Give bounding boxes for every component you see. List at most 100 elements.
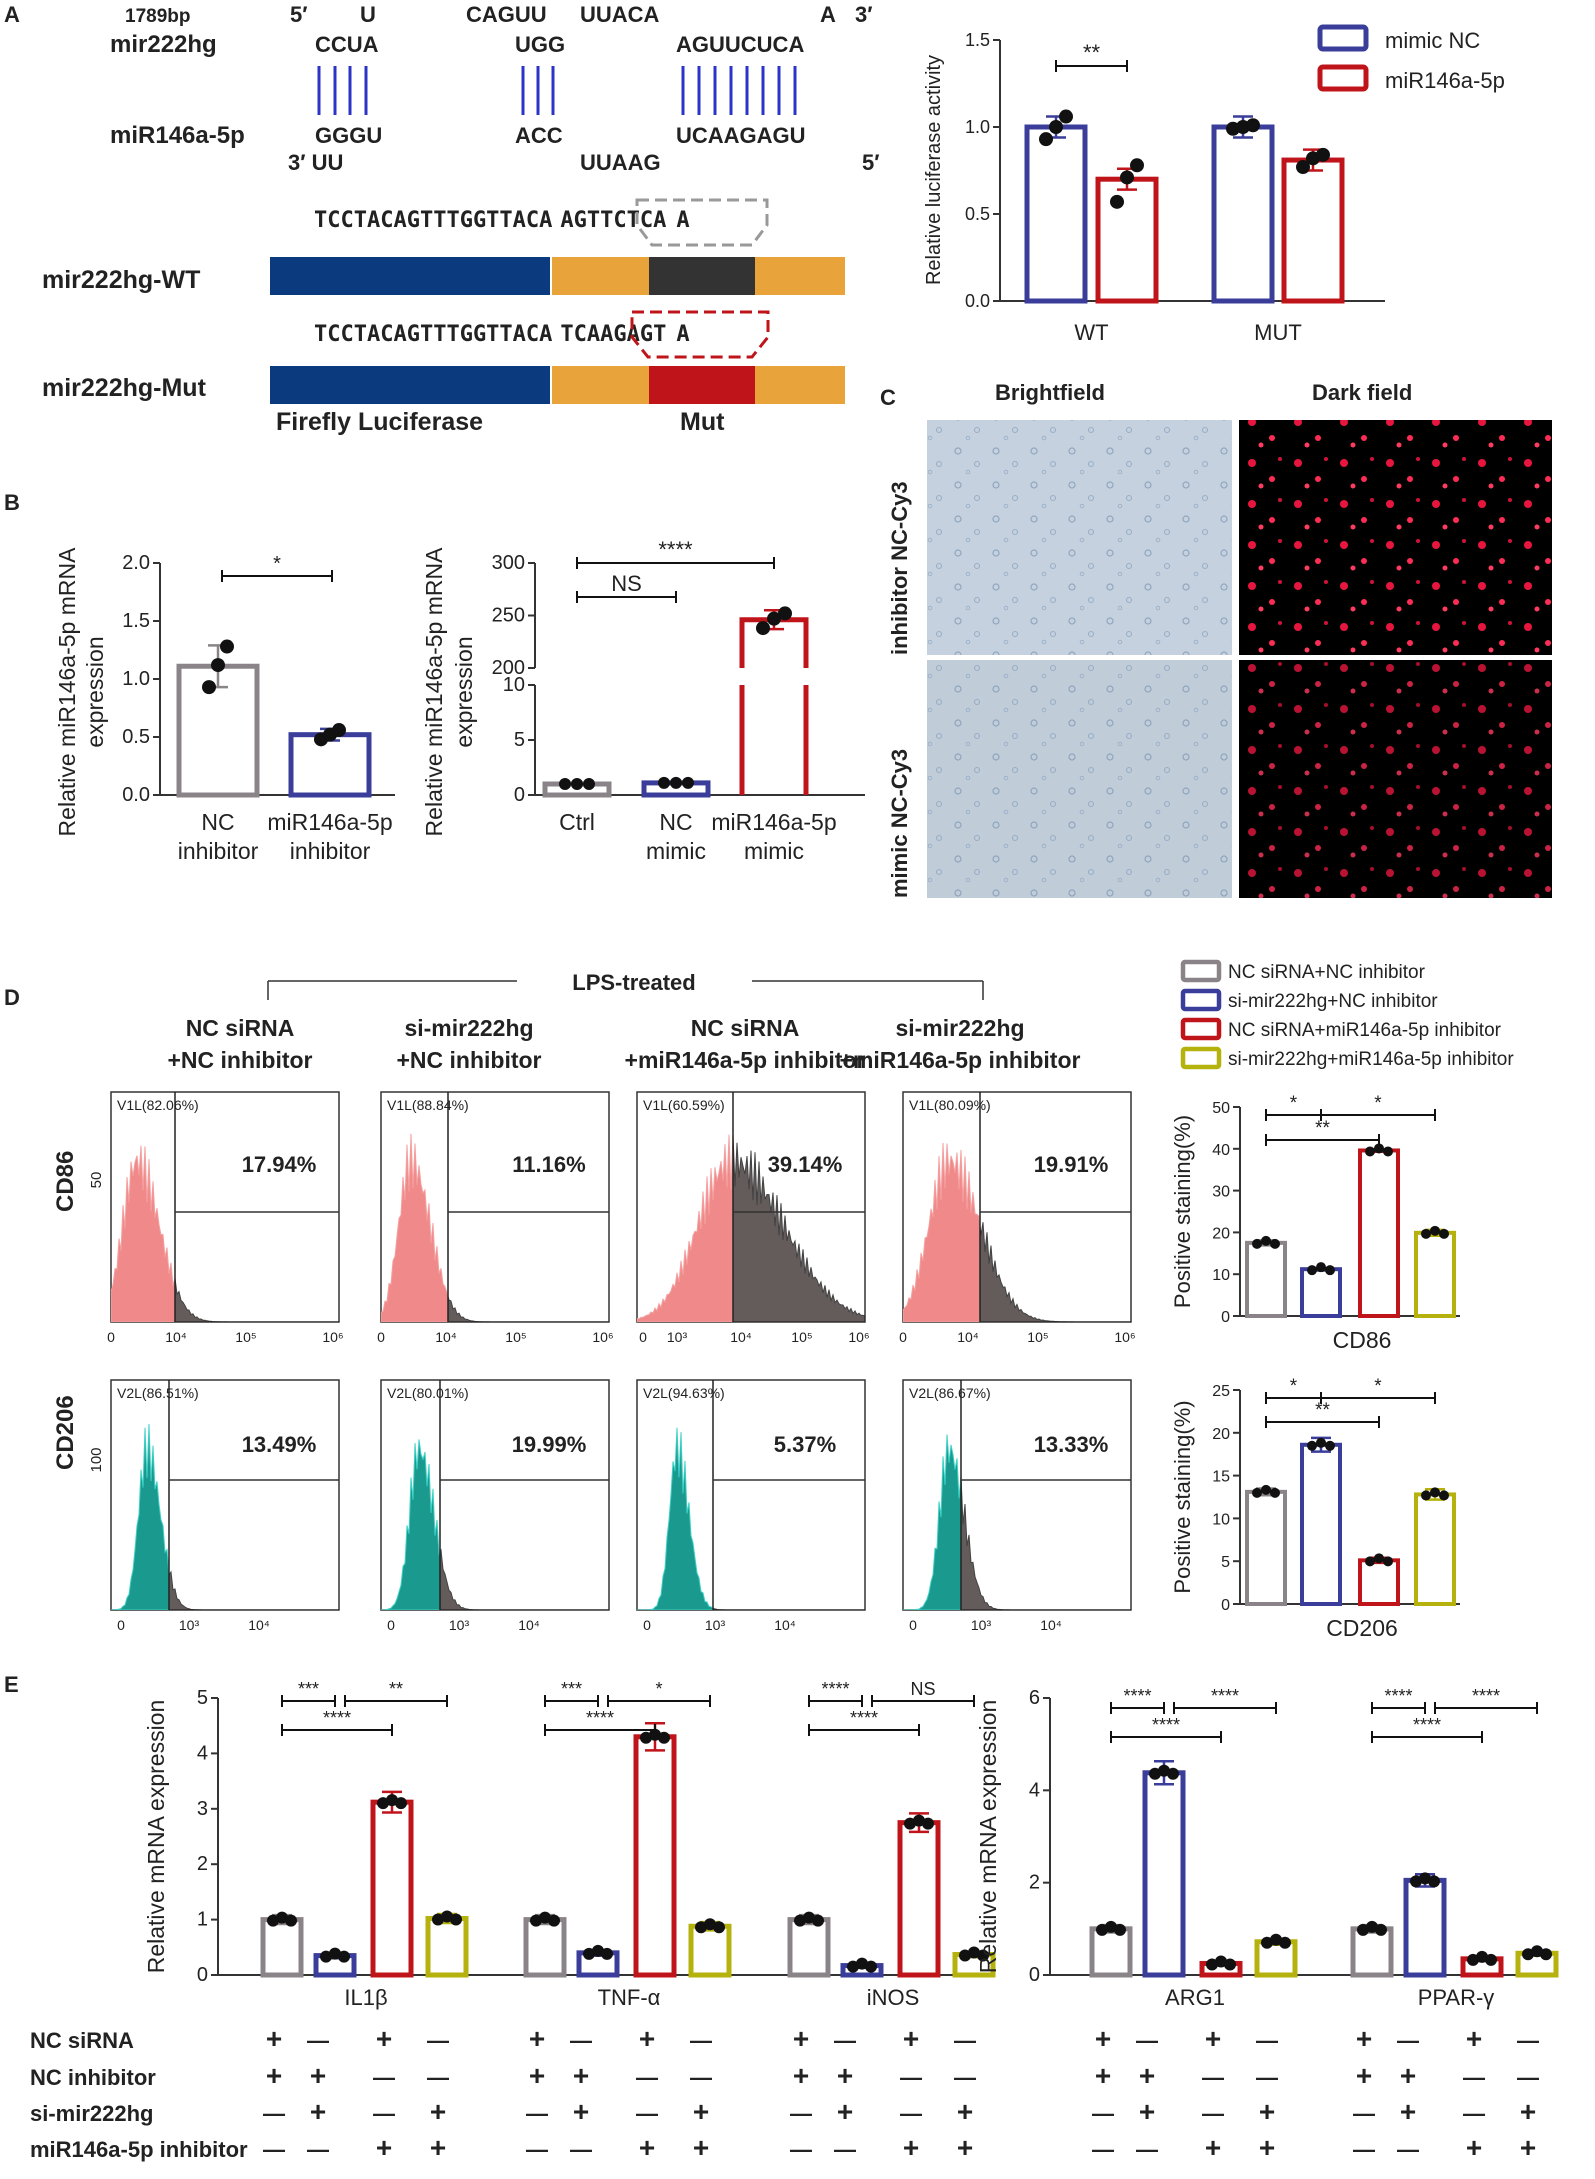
m2-cat-1: PPAR-γ [1418,1985,1495,2010]
paired-bot-3: UCAAGAGU [676,123,806,148]
m1-cat-0: IL1β [344,1985,387,2010]
group-title-3-l2: +miR146a-5p inhibitor [840,1047,1081,1073]
luc-bar-0-1 [1095,176,1159,304]
hist-cd86-3-pct: 19.91% [1034,1152,1109,1177]
cd206-point-0-0 [1252,1487,1262,1498]
m1-y-tick-label-2: 2 [197,1853,208,1875]
table-cell-4-3-3: + [1520,2132,1536,2163]
row-label-cd206: CD206 [52,1395,79,1470]
cd206-bar-1 [1300,1442,1342,1607]
table-cell-3-0-0: + [1095,2023,1111,2054]
mim-ylabel-2: expression [451,636,477,747]
table-cell-3-2-0: — [1092,2101,1114,2126]
cd206-point-1-0 [1307,1440,1317,1451]
inh-cat-0-l1: NC [201,809,234,835]
m1-sig-1-1-label: * [655,1679,662,1699]
mir222hg-label: mir222hg [110,31,217,58]
table-cell-0-3-2: + [376,2132,392,2163]
row-inhibitor-nc: inhibitor NC-Cy3 [887,481,912,655]
m1-bar-0-2 [370,1799,414,1978]
cd86-point-1-1 [1316,1262,1326,1273]
inh-point-0-2 [220,639,234,654]
cd86-point-3-2 [1439,1228,1449,1239]
m1-y-tick-label-1: 1 [197,1909,208,1931]
hist-cd86-3-xtick-3: 10⁶ [1114,1329,1135,1345]
group-title-2-l2: +miR146a-5p inhibitor [625,1047,866,1073]
hist-cd206-0-curve-neg [111,1423,169,1610]
mim-cat-1-l2: mimic [646,838,706,864]
m2-sig-0-2-label: **** [1152,1715,1180,1735]
darkfield-inhibitor-signal [1239,420,1552,655]
cd86-point-2-2 [1383,1146,1393,1157]
inh-y-tick-label-2: 1.0 [122,668,150,690]
table-cell-1-1-0: + [529,2060,545,2091]
mut-luciferase-block [270,366,550,404]
table-cell-3-3-1: — [1136,2137,1158,2162]
hist-cd86-2-xtick-1: 10³ [667,1329,688,1345]
luc-bar-0-0 [1024,124,1088,304]
hist-cd86-3-curve-neg [903,1142,980,1322]
table-cell-3-3-3: + [1259,2132,1275,2163]
table-cell-3-1-3: — [1256,2065,1278,2090]
m1-cat-2: iNOS [867,1985,920,2010]
mim-cat-0-l1: Ctrl [559,809,595,835]
luc-legend-swatch-1 [1317,64,1369,92]
inh-ylabel-2: expression [82,636,108,747]
m2-point-0-0-2 [1114,1923,1126,1936]
hist-cd206-0-gate-label: V2L(86.51%) [117,1385,199,1401]
table-cell-1-3-2: + [639,2132,655,2163]
hist-cd86-1-curve-neg [381,1133,448,1322]
m2-sig-1-1-label: **** [1472,1686,1500,1706]
m1-bar-0-0 [260,1917,304,1978]
m1-point-2-1-2 [865,1960,877,1973]
treatment-table: NC siRNA NC inhibitor si-mir222hg miR146a-5… [30,2023,1539,2163]
table-cell-1-3-1: — [570,2137,592,2162]
table-cell-3-1-2: — [1202,2065,1224,2090]
hist-cd86-1-gate-label: V1L(88.84%) [387,1097,469,1113]
three-prime-uu: 3′ UU [288,150,343,175]
m1-point-1-1-2 [601,1947,613,1960]
inh-cat-1-l1: miR146a-5p [267,809,392,835]
table-cell-4-1-1: + [1400,2060,1416,2091]
table-cell-3-0-3: — [1256,2028,1278,2053]
inh-y-tick-label-3: 1.5 [122,610,150,632]
five-prime-bottom: 5′ [862,150,880,175]
table-row-label-0: NC siRNA [30,2028,134,2053]
cd86-bar-0 [1245,1240,1287,1318]
table-cell-0-0-1: — [307,2028,329,2053]
mim-point-1-2 [682,776,694,789]
cd86-y-tick-label-5: 50 [1212,1100,1230,1117]
cd86-bar-2 [1358,1148,1400,1319]
cd86-y-tick-label-4: 40 [1212,1142,1230,1159]
m2-point-1-1-2 [1428,1875,1440,1888]
group-title-2-l1: NC siRNA [691,1015,800,1041]
wt-site-block [649,257,755,295]
m2-y-tick-label-2: 4 [1029,1779,1040,1801]
table-cell-0-3-0: — [263,2137,285,2162]
mir146-label: miR146a-5p [110,122,245,149]
hist-cd86-2-xtick-2: 10⁴ [730,1329,752,1345]
cd206-bar-2 [1358,1558,1400,1606]
cd86-point-2-1 [1374,1143,1384,1154]
hist-cd206-0-xtick-0: 0 [117,1617,125,1633]
inh-sig-label: * [273,553,281,575]
group-title-3-l1: si-mir222hg [895,1015,1024,1041]
panel-label-a: A [4,2,20,27]
cd86-sig-1-label: * [1374,1093,1382,1114]
mut-utr-left [552,366,649,404]
legend-panel-d: NC siRNA+NC inhibitor si-mir222hg+NC inhi… [1180,959,1514,1070]
table-cell-4-3-0: — [1353,2137,1375,2162]
m1-point-0-0-2 [285,1914,297,1927]
cd206-ylabel: Positive staining(%) [1170,1400,1195,1593]
hist-cd86-0-curve-pos [175,1278,339,1322]
hist-cd206-0-xtick-1: 10³ [179,1617,200,1633]
table-cell-4-2-2: — [1463,2101,1485,2126]
mim-ticklabel-up-1: 250 [492,605,525,627]
mim-cat-2-l2: mimic [744,838,804,864]
table-cell-1-3-0: — [526,2137,548,2162]
mut-site: TCAAGAGT [560,322,666,347]
chart-luciferase: 0.0 0.5 1.0 1.5 Relative luciferase activity… [923,24,1505,345]
panel-d: D LPS-treated NC siRNA+NC inhibitorsi-mi… [4,959,1514,1641]
unpaired-2: CAGUU [466,2,547,27]
